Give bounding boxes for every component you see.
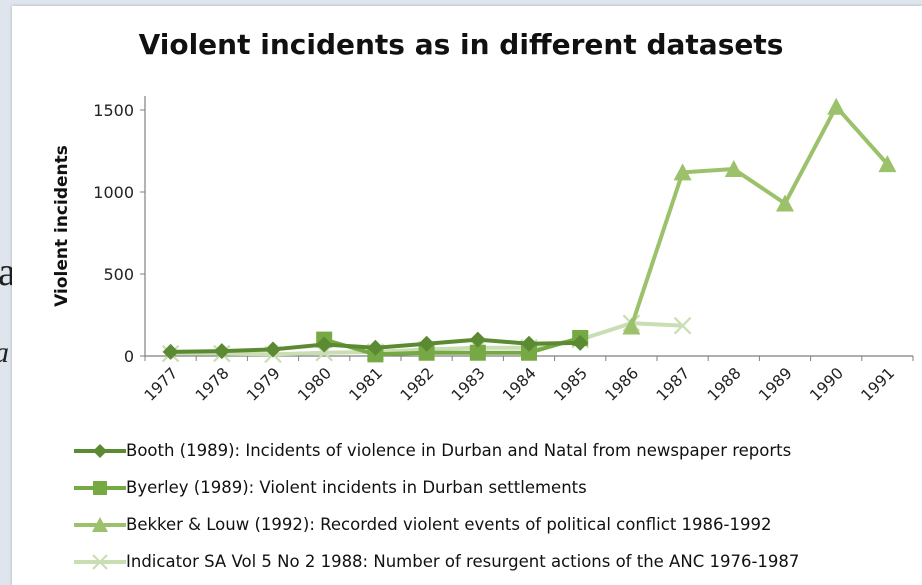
data-point bbox=[827, 97, 846, 115]
legend-item: Indicator SA Vol 5 No 2 1988: Number of … bbox=[74, 543, 799, 580]
data-point bbox=[469, 331, 486, 348]
legend-swatch-marker bbox=[92, 553, 108, 570]
x-tick-label: 1979 bbox=[243, 364, 284, 405]
x-tick-label: 1989 bbox=[755, 364, 796, 405]
x-tick-label: 1980 bbox=[294, 364, 335, 405]
y-tick-label: 500 bbox=[103, 265, 134, 284]
y-tick-label: 1500 bbox=[93, 101, 134, 120]
data-point bbox=[572, 334, 589, 351]
x-tick-label: 1977 bbox=[141, 364, 182, 405]
legend-swatch bbox=[74, 516, 126, 532]
data-point bbox=[521, 335, 537, 352]
x-tick-label: 1978 bbox=[192, 364, 233, 405]
legend-swatch bbox=[74, 480, 126, 495]
data-point bbox=[776, 194, 794, 212]
legend-label: Bekker & Louw (1992): Recorded violent e… bbox=[126, 515, 772, 534]
y-tick-label: 1000 bbox=[93, 183, 134, 202]
series-line bbox=[323, 336, 581, 357]
data-point bbox=[316, 336, 333, 353]
series-line bbox=[629, 104, 889, 328]
data-point bbox=[673, 163, 692, 181]
x-tick-label: 1982 bbox=[397, 364, 438, 405]
x-tick-label: 1984 bbox=[499, 364, 540, 405]
chart-series-layer bbox=[161, 97, 897, 364]
data-point bbox=[724, 160, 743, 178]
data-point bbox=[673, 316, 692, 335]
x-tick-label: 1986 bbox=[602, 364, 643, 405]
series-3 bbox=[622, 97, 897, 335]
legend-label: Byerley (1989): Violent incidents in Dur… bbox=[126, 478, 587, 497]
x-tick-label: 1988 bbox=[704, 364, 745, 405]
legend-item: Booth (1989): Incidents of violence in D… bbox=[74, 432, 799, 469]
chart-panel bbox=[12, 6, 922, 585]
legend-item: Byerley (1989): Violent incidents in Dur… bbox=[74, 469, 799, 506]
chart-title: Violent incidents as in different datase… bbox=[138, 28, 784, 61]
data-point bbox=[265, 341, 281, 358]
x-tick-label: 1983 bbox=[448, 364, 489, 405]
x-tick-label: 1981 bbox=[346, 364, 387, 405]
legend-swatch-marker bbox=[93, 480, 107, 495]
legend-swatch bbox=[74, 443, 126, 458]
background-text-fragment: a bbox=[0, 249, 16, 294]
legend-swatch-marker bbox=[93, 443, 107, 458]
y-axis-title: Violent incidents bbox=[52, 145, 72, 307]
data-point bbox=[213, 343, 230, 360]
background-text-fragment-italic: a bbox=[0, 336, 9, 370]
legend-item: Bekker & Louw (1992): Recorded violent e… bbox=[74, 506, 799, 543]
legend-swatch-marker bbox=[92, 516, 108, 532]
series-1 bbox=[162, 331, 589, 360]
legend-label: Indicator SA Vol 5 No 2 1988: Number of … bbox=[126, 552, 800, 571]
data-point bbox=[622, 317, 641, 335]
data-point bbox=[521, 344, 537, 361]
legend-swatch bbox=[74, 553, 126, 570]
y-tick-label: 0 bbox=[124, 347, 134, 366]
data-point bbox=[418, 335, 435, 352]
legend-label: Booth (1989): Incidents of violence in D… bbox=[126, 441, 792, 460]
data-point bbox=[367, 339, 384, 356]
data-point bbox=[878, 155, 897, 173]
x-tick-label: 1987 bbox=[653, 364, 694, 405]
x-tick-label: 1991 bbox=[858, 364, 899, 405]
data-point bbox=[418, 344, 435, 361]
chart-legend: Booth (1989): Incidents of violence in D… bbox=[74, 432, 799, 580]
x-tick-label: 1985 bbox=[550, 364, 591, 405]
x-tick-label: 1990 bbox=[806, 364, 847, 405]
data-point bbox=[162, 343, 179, 360]
legend-swatch-marker-stroke bbox=[92, 553, 108, 570]
data-point bbox=[469, 344, 486, 361]
data-point-stroke bbox=[673, 316, 692, 335]
